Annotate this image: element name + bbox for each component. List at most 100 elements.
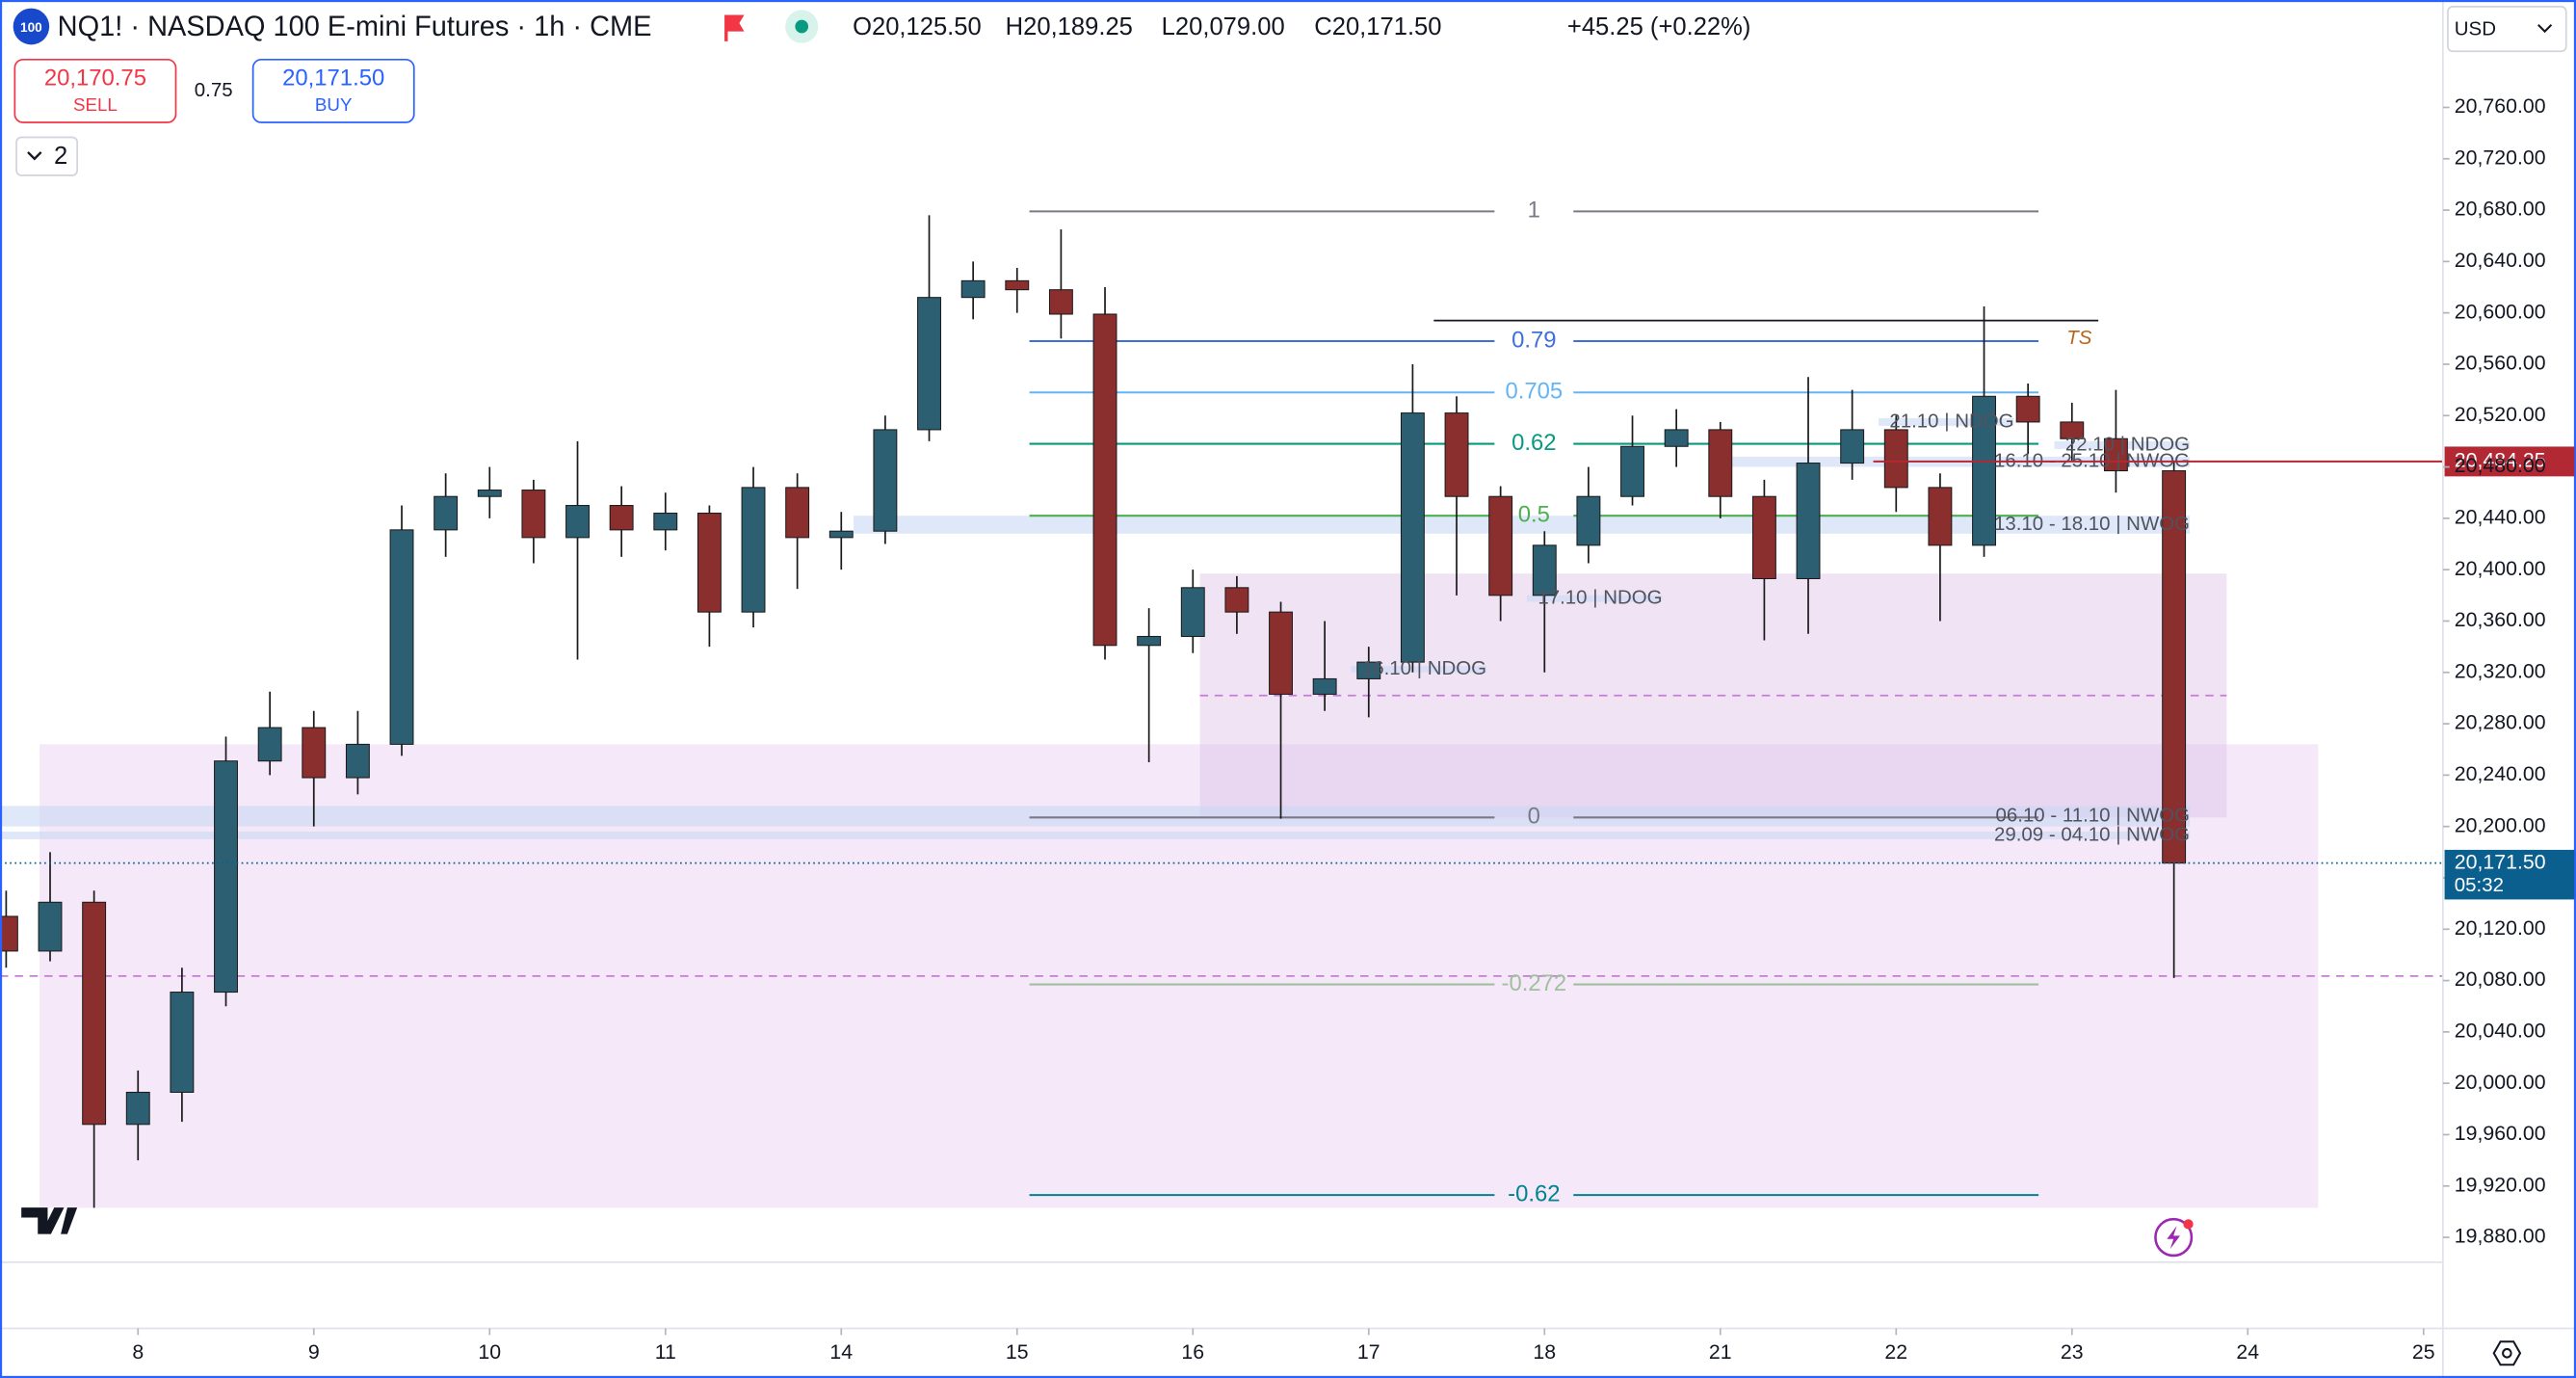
candle-body <box>1312 677 1337 695</box>
quote-item: C20,171.50 <box>1314 13 1441 40</box>
quote-value: 20,171.50 <box>1332 13 1442 40</box>
buy-label: BUY <box>315 94 353 115</box>
candle-body <box>1840 429 1865 464</box>
symbol-badge <box>13 8 50 45</box>
candle-body <box>1356 661 1381 679</box>
candle-body <box>1664 429 1689 447</box>
quote-value: 20,125.50 <box>872 13 982 40</box>
quote-key: H <box>1006 13 1023 40</box>
candle-body <box>873 429 898 532</box>
candle-body <box>1708 429 1733 497</box>
candle-body <box>1224 587 1249 613</box>
chevron <box>2537 24 2553 34</box>
candle-body <box>1620 445 1644 497</box>
symbol-badge-text: 100 <box>20 20 42 35</box>
sell-label: SELL <box>73 94 118 115</box>
structure-label: TS <box>2066 327 2091 349</box>
countdown: 05:32 <box>2455 874 2504 896</box>
candle-body <box>1137 635 1162 647</box>
gap-band <box>1879 417 2014 426</box>
candle-body <box>302 727 327 779</box>
y-tick-label: 20,520.00 <box>2455 403 2546 426</box>
gap-label: 22.10 | NDOG <box>2065 433 2190 455</box>
lightning-icon[interactable] <box>2154 1217 2194 1258</box>
indicators-toggle[interactable] <box>15 136 79 176</box>
gap-band <box>1351 666 1487 673</box>
fib-level-label: 0.5 <box>1518 501 1550 527</box>
price-line-tag <box>2444 446 2575 477</box>
quote-item: H20,189.25 <box>1006 13 1133 40</box>
candle-body <box>170 992 195 1094</box>
candle-body <box>960 279 986 299</box>
y-tick-label: 20,320.00 <box>2455 659 2546 682</box>
quote-key: C <box>1314 13 1331 40</box>
candle-body <box>1576 495 1601 546</box>
candle-body <box>1928 487 1953 546</box>
candle-body <box>741 487 766 613</box>
y-tick-label: 20,680.00 <box>2455 198 2546 221</box>
symbol-title: NQ1! · NASDAQ 100 E-mini Futures · 1h · … <box>58 12 652 42</box>
candle-body <box>1269 611 1293 695</box>
y-tick-label: 20,120.00 <box>2455 916 2546 940</box>
x-tick-label: 24 <box>2236 1340 2259 1364</box>
gap-label: 13.10 - 18.10 | NWOG <box>1994 513 2190 535</box>
gap-label: 06.10 - 11.10 | NWOG <box>1996 804 2191 826</box>
y-tick-label: 20,640.00 <box>2455 249 2546 272</box>
candle-body <box>697 513 722 613</box>
candle-body <box>917 297 941 431</box>
fib-level-label: 0.62 <box>1511 430 1556 456</box>
buy-price: 20,171.50 <box>282 66 384 92</box>
fib-level-label: -0.272 <box>1502 970 1567 996</box>
change: +45.25 (+0.22%) <box>1567 13 1751 40</box>
y-tick-label: 20,000.00 <box>2455 1071 2546 1094</box>
lightning <box>2167 1226 2181 1250</box>
logo[interactable] <box>21 1207 78 1234</box>
x-tick-label: 23 <box>2061 1340 2084 1364</box>
candle-body <box>2103 437 2128 472</box>
sell-button[interactable] <box>13 58 177 123</box>
x-tick-label: 11 <box>655 1340 676 1364</box>
quote-item: O20,125.50 <box>853 13 982 40</box>
candle-body <box>1400 412 1425 663</box>
y-tick-label: 20,560.00 <box>2455 352 2546 375</box>
candle-body <box>214 760 238 994</box>
x-tick-label: 17 <box>1357 1340 1380 1364</box>
flag-icon[interactable] <box>724 14 745 41</box>
y-tick-label: 20,480.00 <box>2455 454 2546 477</box>
candle-body <box>257 727 282 762</box>
candle-body <box>1751 495 1776 580</box>
fib-level-label: -0.62 <box>1508 1180 1560 1206</box>
y-tick-label: 20,280.00 <box>2455 711 2546 734</box>
quote-value: 20,079.00 <box>1175 13 1285 40</box>
candle-body <box>82 901 107 1126</box>
settings-icon[interactable] <box>2492 1340 2522 1366</box>
sell-price: 20,170.75 <box>44 66 146 92</box>
x-tick-label: 25 <box>2412 1340 2435 1364</box>
candle-body <box>0 915 18 952</box>
currency-select[interactable] <box>2447 6 2567 53</box>
candle-body <box>1444 412 1469 497</box>
price-line-label: 20,484.25 <box>2455 448 2546 471</box>
candle-body <box>345 743 370 779</box>
y-tick-label: 19,920.00 <box>2455 1173 2546 1196</box>
x-tick-label: 16 <box>1181 1340 1204 1364</box>
candle-body <box>477 490 502 497</box>
y-tick-label: 20,600.00 <box>2455 300 2546 323</box>
x-tick-label: 21 <box>1709 1340 1732 1364</box>
indicators-count: 2 <box>54 143 67 170</box>
plot-area: 1 0.79 0.705 0.62 0.5 0 -0.272 -0.62 TS 21.10 | N… <box>0 198 2443 1208</box>
candle-body <box>1796 463 1821 580</box>
spread: 0.75 <box>195 79 233 101</box>
candle-body <box>653 513 678 531</box>
gap-label: 16.10 | NDOG <box>1362 657 1486 679</box>
quote-key: O <box>853 13 872 40</box>
candle-body <box>565 505 590 539</box>
candle-body <box>1488 495 1513 596</box>
quote-item: L20,079.00 <box>1162 13 1285 40</box>
buy-button[interactable] <box>251 58 415 123</box>
candle-body <box>1972 395 1996 546</box>
x-tick-label: 8 <box>132 1340 144 1364</box>
x-tick-label: 22 <box>1884 1340 1907 1364</box>
